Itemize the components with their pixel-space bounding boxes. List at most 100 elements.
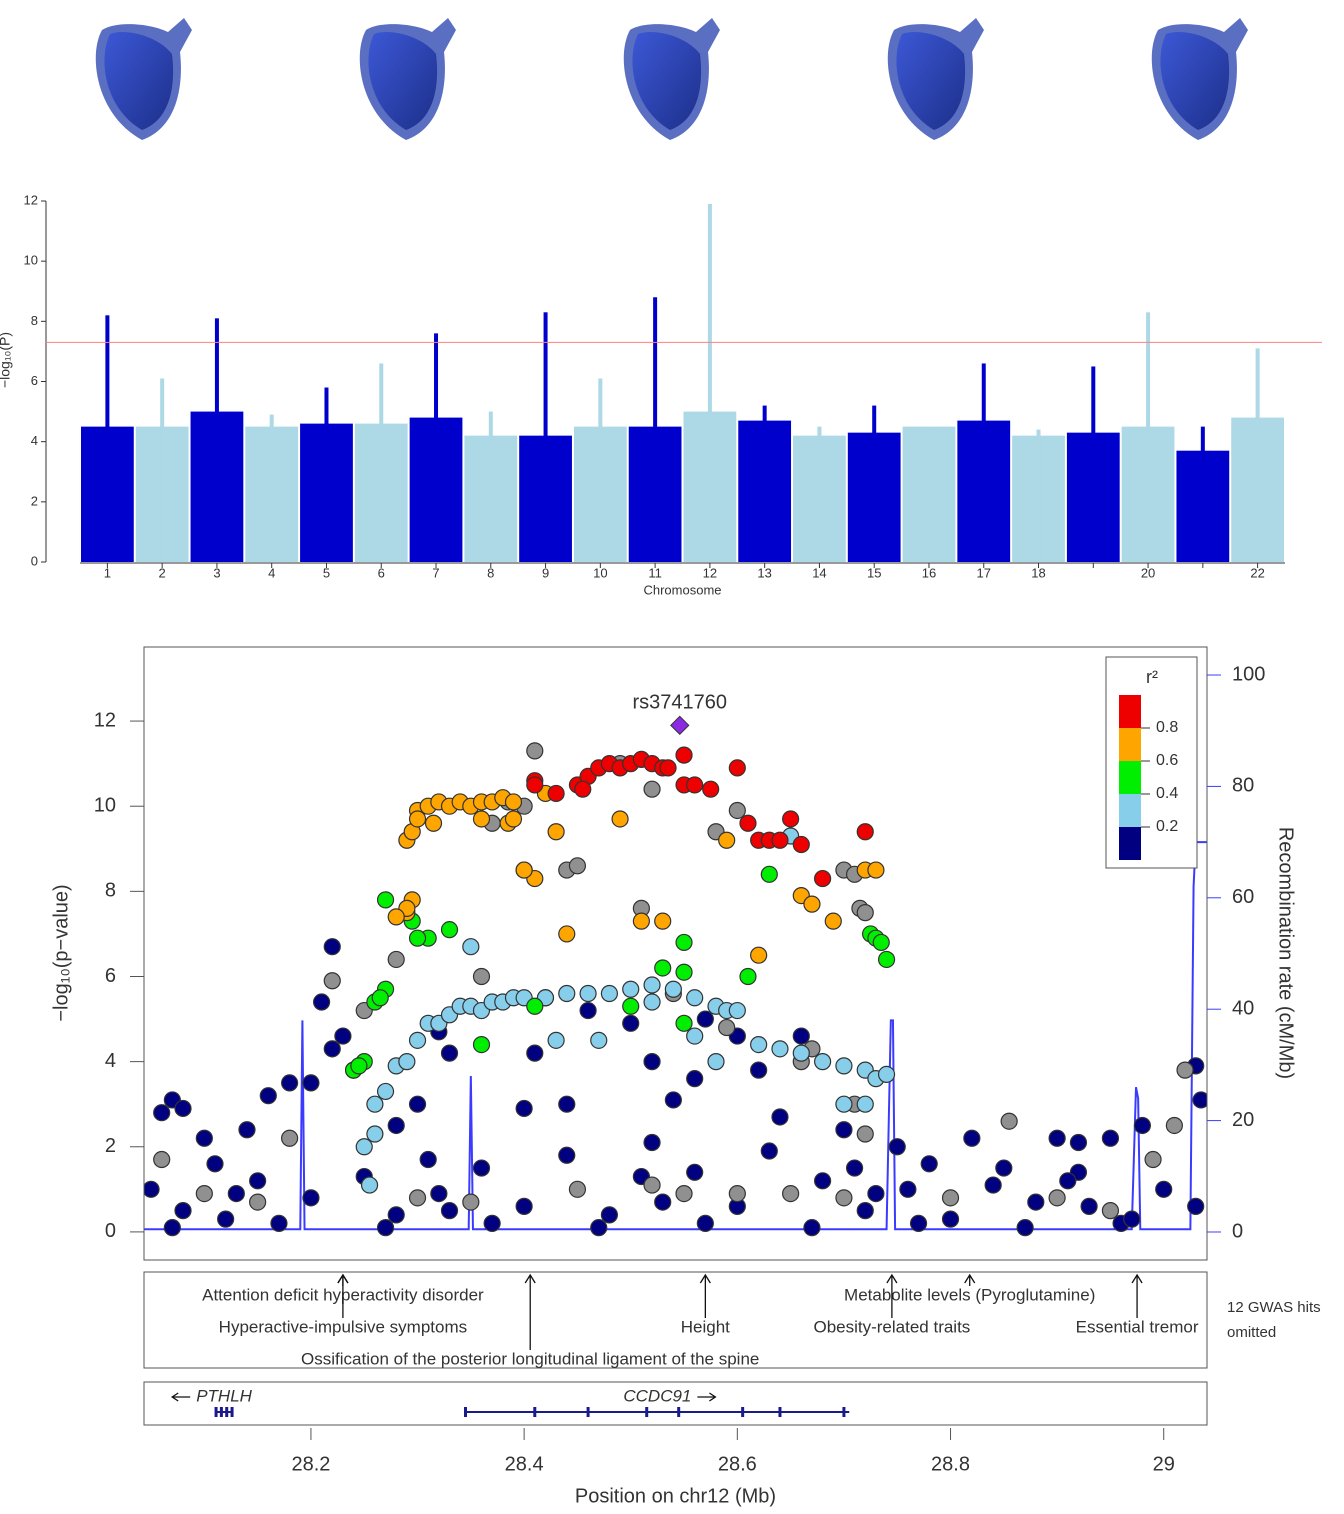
snp-point bbox=[835, 1057, 853, 1075]
snp-point bbox=[877, 950, 896, 969]
snp-point bbox=[376, 1082, 395, 1101]
snp-point bbox=[504, 810, 523, 828]
y-tick-label: 10 bbox=[94, 794, 116, 816]
snp-point bbox=[558, 925, 576, 943]
snp-point bbox=[750, 946, 768, 964]
gwas-arrowhead bbox=[337, 1273, 349, 1284]
snp-point bbox=[909, 1214, 928, 1232]
legend-label: 0.6 bbox=[1156, 752, 1178, 769]
snp-point bbox=[1133, 1116, 1152, 1135]
x-tick-label: 8 bbox=[487, 565, 494, 580]
snp-point bbox=[227, 1184, 245, 1203]
legend-label: 0.4 bbox=[1156, 785, 1178, 802]
snp-point bbox=[664, 1091, 682, 1109]
gwas-label: Metabolite levels (Pyroglutamine) bbox=[844, 1285, 1095, 1304]
strand-arrowhead bbox=[171, 1392, 179, 1402]
exon bbox=[464, 1407, 468, 1417]
gwas-arrowhead bbox=[1131, 1273, 1143, 1284]
snp-point bbox=[792, 835, 810, 854]
snp-point bbox=[739, 814, 757, 832]
snp-point bbox=[515, 1099, 533, 1118]
snp-point bbox=[686, 776, 704, 794]
y2-tick-label: 20 bbox=[1232, 1109, 1254, 1131]
snp-point bbox=[643, 993, 661, 1011]
snp-point bbox=[302, 1074, 320, 1092]
snp-point bbox=[984, 1176, 1002, 1194]
snp-point bbox=[867, 861, 885, 879]
chromosome-peak bbox=[160, 378, 165, 562]
snp-point bbox=[702, 780, 720, 798]
snp-point bbox=[526, 742, 544, 760]
snp-point bbox=[462, 938, 480, 956]
snp-point bbox=[163, 1219, 181, 1237]
snp-point bbox=[483, 1214, 501, 1232]
snp-point bbox=[728, 759, 746, 777]
chromosome-peak bbox=[1200, 426, 1205, 562]
gwas-label: Ossification of the posterior longitudin… bbox=[301, 1349, 759, 1368]
snp-point bbox=[654, 959, 672, 977]
chromosome-peak bbox=[269, 414, 274, 562]
lead-snp bbox=[670, 715, 690, 736]
y-axis-label: −log₁₀(P) bbox=[0, 332, 13, 388]
snp-point bbox=[686, 1163, 704, 1181]
snp-point bbox=[877, 1065, 896, 1083]
plot-area bbox=[144, 742, 1207, 1237]
snp-point bbox=[856, 1125, 874, 1143]
snp-point bbox=[366, 1125, 384, 1143]
snp-point bbox=[632, 912, 650, 930]
snp-point bbox=[472, 1035, 491, 1054]
x-tick-label: 5 bbox=[323, 565, 330, 580]
snp-point bbox=[440, 1044, 459, 1062]
gwas-panel bbox=[143, 1271, 1208, 1369]
snp-point bbox=[920, 1155, 938, 1173]
snp-point bbox=[270, 1214, 288, 1232]
snp-point bbox=[1048, 1189, 1066, 1207]
snp-point bbox=[1165, 1116, 1183, 1135]
snp-point bbox=[376, 1219, 395, 1237]
snp-point bbox=[1016, 1219, 1034, 1237]
snp-point bbox=[153, 1104, 171, 1122]
snp-point bbox=[462, 1193, 480, 1211]
strand-arrowhead bbox=[709, 1392, 717, 1402]
snp-point bbox=[1080, 1197, 1098, 1215]
snp-point bbox=[963, 1129, 981, 1147]
snp-point bbox=[622, 980, 640, 998]
y-tick-label: 10 bbox=[24, 253, 38, 268]
snp-point bbox=[334, 1027, 352, 1045]
gene-panel bbox=[143, 1381, 1208, 1426]
snp-point bbox=[526, 1044, 544, 1062]
x-tick-label: 3 bbox=[213, 565, 220, 580]
lead-snp-label: rs3741760 bbox=[632, 692, 727, 714]
legend-label: 0.2 bbox=[1156, 818, 1178, 835]
chromosome-peak bbox=[105, 315, 110, 562]
heart-icon bbox=[1151, 18, 1248, 140]
snp-point bbox=[707, 1053, 725, 1071]
exon bbox=[677, 1407, 681, 1417]
snp-point bbox=[845, 1159, 864, 1177]
snp-point bbox=[387, 908, 405, 926]
x-tick-label: 28.6 bbox=[718, 1453, 757, 1475]
x-tick-label: 11 bbox=[648, 565, 662, 580]
snp-point bbox=[547, 1031, 565, 1049]
snp-point bbox=[643, 1176, 661, 1194]
y-tick-label: 8 bbox=[31, 313, 38, 328]
x-tick-label: 28.2 bbox=[291, 1453, 330, 1475]
snp-point bbox=[238, 1121, 256, 1139]
exon bbox=[219, 1407, 223, 1417]
exon bbox=[533, 1407, 537, 1417]
snp-point bbox=[153, 1150, 171, 1169]
snp-point bbox=[504, 793, 523, 811]
snp-point bbox=[643, 976, 661, 994]
snp-point bbox=[1027, 1193, 1045, 1211]
chromosome-peak bbox=[707, 204, 712, 562]
snp-point bbox=[312, 993, 331, 1011]
snp-point bbox=[323, 938, 341, 956]
snp-point bbox=[760, 1142, 778, 1160]
y-tick-label: 6 bbox=[31, 373, 38, 388]
legend-swatch bbox=[1119, 761, 1141, 794]
snp-point bbox=[217, 1210, 235, 1228]
snp-point bbox=[856, 904, 874, 922]
snp-point bbox=[360, 1176, 379, 1194]
snp-point bbox=[371, 989, 389, 1007]
snp-point bbox=[408, 1095, 427, 1113]
